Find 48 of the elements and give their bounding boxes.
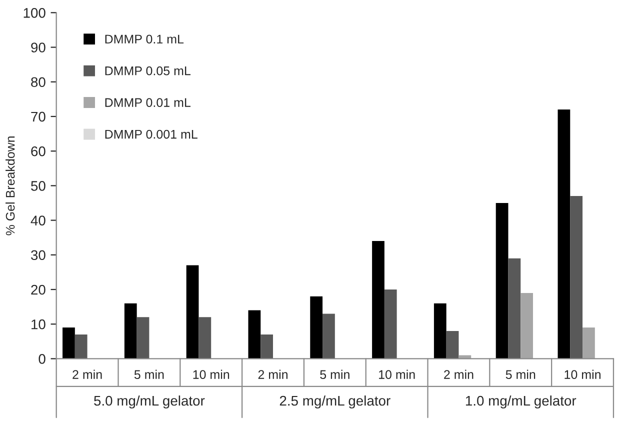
- bar: [558, 110, 570, 359]
- bar: [570, 196, 583, 359]
- bar: [310, 296, 323, 359]
- y-tick-label: 10: [32, 319, 46, 330]
- bar: [136, 317, 150, 359]
- bar: [322, 314, 335, 359]
- x-tick-label: 10 min: [379, 370, 415, 379]
- legend-label: DMMP 0.01 mL: [105, 98, 190, 107]
- bar: [520, 292, 534, 359]
- x-tick-label: 5 min: [320, 370, 350, 379]
- x-tick-label: 2 min: [444, 370, 474, 379]
- y-tick-label: 60: [31, 146, 46, 156]
- x-tick-label: 5 min: [506, 370, 536, 379]
- x-tick-label: 10 min: [193, 370, 230, 379]
- text: 1.0 mg/mL gelator: [466, 395, 576, 408]
- bar: [508, 258, 521, 359]
- y-tick-label: 40: [30, 216, 46, 226]
- text: 2.5 mg/mL gelator: [280, 395, 390, 408]
- bar: [124, 303, 137, 359]
- y-tick-label: 20: [31, 284, 46, 295]
- legend-label: DMMP 0.001 mL: [105, 130, 198, 139]
- y-tick-label: 50: [31, 181, 46, 191]
- bar: [434, 303, 446, 359]
- bar: [198, 317, 212, 359]
- bar: [74, 334, 88, 359]
- legend-label: DMMP 0.1 mL: [105, 34, 184, 44]
- y-tick-label: 80: [31, 77, 46, 88]
- x-tick-label: 2 min: [258, 370, 288, 379]
- x-tick-label: 10 min: [564, 370, 600, 379]
- text: 5.0 mg/mL gelator: [94, 395, 205, 408]
- legend-label: DMMP 0.05 mL: [105, 66, 190, 76]
- bar: [446, 331, 459, 359]
- y-tick-label: 100: [24, 8, 46, 18]
- y-tick-label: 30: [31, 250, 46, 260]
- bar: [372, 241, 384, 359]
- y-tick-label: 70: [31, 112, 46, 122]
- bar: [260, 334, 274, 359]
- x-tick-label: 2 min: [72, 370, 102, 379]
- bar: [62, 328, 75, 359]
- y-tick-label: 90: [31, 42, 46, 52]
- bar: [186, 265, 199, 359]
- bar: [384, 289, 397, 359]
- bar: [496, 202, 508, 359]
- x-tick-label: 5 min: [134, 370, 164, 379]
- bar: [582, 328, 595, 359]
- y-tick-label: 0: [38, 354, 46, 364]
- bar: [248, 310, 261, 359]
- y-axis-title: % Gel Breakdown: [6, 136, 15, 236]
